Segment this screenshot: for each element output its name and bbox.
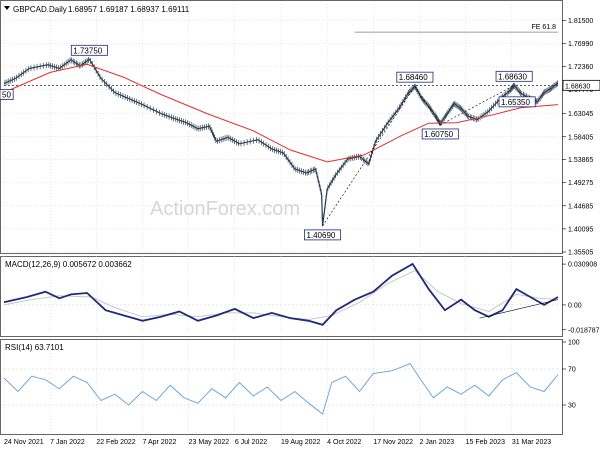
fib-layer: FE 61.8	[4, 24, 558, 86]
price-y-tick-label: 1.53865	[568, 157, 593, 164]
price-y-tick-label: 1.76990	[568, 41, 593, 48]
price-y-tick-label: 1.40095	[568, 226, 593, 233]
price-y-tick-label: 1.63045	[568, 111, 593, 118]
price-panel-frame	[0, 0, 563, 254]
macd-line	[3, 262, 559, 326]
watermark: ActionForex.com	[150, 198, 300, 220]
price-y-tick-label: 1.44685	[568, 203, 593, 210]
annotation-label: 1.65350	[501, 98, 530, 107]
ohlc-values: 1.68957 1.69187 1.68937 1.69111	[68, 5, 190, 14]
rsi-panel-frame	[0, 339, 563, 435]
annotation-label: 50	[2, 91, 11, 100]
annotation-box	[498, 96, 536, 108]
price-y-tick-label: 1.72360	[568, 64, 593, 71]
x-tick-label: 17 Nov 2022	[373, 439, 413, 446]
x-tick-label: 2 Jan 2023	[420, 439, 455, 446]
current-price-box	[562, 79, 600, 91]
x-tick-label: 6 Jul 2022	[235, 439, 267, 446]
price-y-tick-label: 1.81500	[568, 18, 593, 25]
annotation-layer: 1.73750 1.40690 1.68460 1.60750 1.68630 1.653…	[0, 44, 536, 241]
annotation-box	[396, 71, 434, 83]
macd-y-tick-label: 0.030908	[568, 262, 597, 269]
grid-layer	[3, 4, 558, 432]
price-y-tick-label: 1.49275	[568, 180, 593, 187]
rsi-line	[3, 362, 559, 415]
annotation-box	[421, 128, 459, 140]
price-y-tick-label: 1.58405	[568, 134, 593, 141]
x-tick-label: 19 Aug 2022	[281, 439, 320, 446]
annotation-label: 1.73750	[73, 46, 102, 55]
x-tick-label: 22 Feb 2022	[96, 439, 135, 446]
rsi-y-tick-label: 100	[568, 340, 580, 347]
x-tick-label: 4 Oct 2022	[327, 439, 361, 446]
price-series-line	[3, 58, 559, 226]
macd-title: MACD(12,26,9) 0.005672 0.003662	[5, 260, 132, 269]
x-tick-label: 15 Feb 2023	[466, 439, 505, 446]
macd-y-tick-label: 0.00	[568, 302, 582, 309]
dropdown-triangle-icon	[4, 6, 10, 10]
rsi-layer	[3, 362, 559, 415]
current-price-label: 1.68630	[565, 83, 590, 90]
swing-line-recovery	[440, 85, 515, 126]
annotation-box	[0, 89, 14, 100]
symbol-label: GBPCAD.Daily	[13, 5, 67, 14]
annotation-label: 1.40690	[306, 231, 335, 240]
rsi-y-tick-label: 30	[568, 403, 576, 410]
macd-trendline	[479, 299, 559, 319]
moving-average-line	[3, 63, 559, 163]
x-tick-label: 7 Jan 2022	[50, 439, 85, 446]
annotation-label: 1.68460	[399, 73, 428, 82]
annotation-label: 1.68630	[498, 72, 527, 81]
x-tick-label: 24 Nov 2021	[4, 439, 44, 446]
rsi-title: RSI(14) 63.7101	[5, 343, 64, 352]
macd-y-tick-label: -0.018787	[568, 327, 600, 334]
annotation-box	[70, 44, 108, 56]
macd-layer	[3, 262, 559, 326]
annotation-label: 1.60750	[424, 130, 453, 139]
rsi-y-tick-label: 70	[568, 367, 576, 374]
price-layer	[3, 56, 559, 227]
fib-level-label: FE 61.8	[531, 24, 556, 31]
annotation-box	[495, 70, 533, 82]
x-tick-label: 7 Apr 2022	[143, 439, 177, 446]
x-tick-label: 23 May 2022	[189, 439, 230, 446]
price-y-tick-label: 1.35505	[568, 249, 593, 256]
x-tick-label: 31 Mar 2023	[512, 439, 551, 446]
annotation-box	[304, 229, 342, 241]
axes-layer: 24 Nov 2021 7 Jan 2022 22 Feb 2022 7 Apr 20…	[4, 18, 600, 446]
macd-panel-frame	[0, 256, 563, 337]
